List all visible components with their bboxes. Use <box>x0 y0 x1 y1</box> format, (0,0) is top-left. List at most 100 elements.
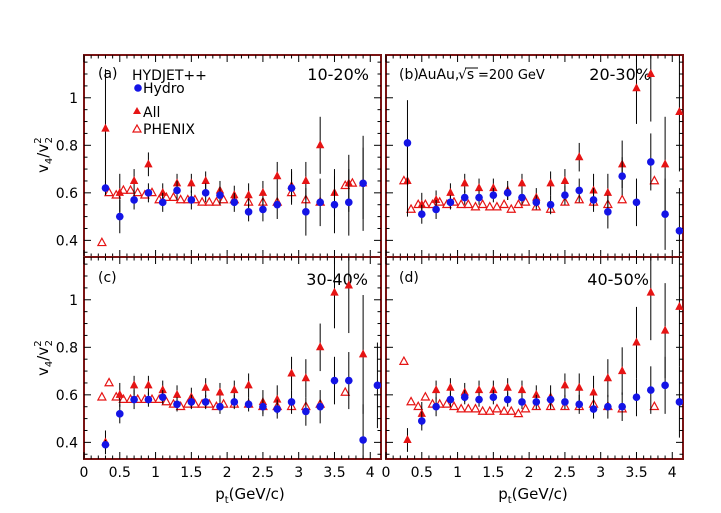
series-all <box>403 257 683 452</box>
data-point-all <box>129 175 139 184</box>
series-phenix <box>398 355 660 418</box>
data-point-hydro <box>561 191 569 200</box>
data-point-all <box>675 301 683 310</box>
x-tick-label: 1 <box>453 465 462 481</box>
y-tick-label: 0.4 <box>56 435 78 451</box>
data-point-phenix <box>649 175 660 185</box>
panel-data <box>398 55 683 257</box>
data-point-phenix <box>470 403 481 413</box>
data-point-hydro <box>661 381 669 390</box>
x-tick-label: 4 <box>366 465 375 481</box>
data-point-phenix <box>161 191 172 201</box>
y-title-sub1: 4 <box>44 158 55 164</box>
data-point-hydro <box>489 191 498 200</box>
data-point-all <box>489 183 498 192</box>
data-point-phenix <box>104 187 115 197</box>
data-point-hydro <box>489 393 498 402</box>
data-point-phenix <box>456 198 467 209</box>
data-point-all <box>632 83 641 92</box>
data-point-hydro <box>575 400 584 409</box>
data-point-all <box>446 382 455 391</box>
data-point-hydro <box>675 398 683 406</box>
x-tick-label: 1 <box>151 465 160 481</box>
y-title-sub1: 4 <box>44 361 55 367</box>
data-point-all <box>287 368 296 377</box>
data-point-hydro <box>417 417 426 425</box>
data-point-all <box>517 178 527 187</box>
data-point-hydro <box>287 398 296 406</box>
data-point-all <box>215 387 225 396</box>
data-point-all <box>474 385 484 394</box>
data-point-hydro <box>273 405 282 413</box>
data-point-all <box>517 385 527 394</box>
panel-centrality: 10-20% <box>307 65 369 84</box>
data-point-all <box>417 199 426 208</box>
data-point-phenix <box>168 191 179 201</box>
data-point-phenix <box>197 196 208 206</box>
data-point-hydro <box>417 210 426 219</box>
data-point-hydro <box>344 376 353 385</box>
y-title-sup: 2 <box>33 137 44 143</box>
data-point-phenix <box>420 391 431 401</box>
x-tick-label: 3.5 <box>625 465 647 481</box>
legend: HYDJET++ Hydro All PHENIX <box>131 68 207 138</box>
data-point-all <box>575 152 584 161</box>
data-point-phenix <box>559 400 570 411</box>
data-point-phenix <box>204 196 215 206</box>
data-point-hydro <box>201 189 210 197</box>
data-point-hydro <box>589 405 598 413</box>
data-point-phenix <box>520 403 531 413</box>
x-title-unit: (GeV/c) <box>229 485 285 503</box>
data-point-hydro <box>373 381 381 390</box>
collision-system-label: AuAu, √s =200 GeV <box>418 67 545 83</box>
x-tick-label: 3.5 <box>323 465 345 481</box>
data-point-all <box>201 382 210 391</box>
data-point-hydro <box>173 400 181 409</box>
data-point-phenix <box>218 194 229 204</box>
data-point-phenix <box>96 391 107 401</box>
y-title-div: /v <box>34 144 52 158</box>
x-tick-label: 2 <box>525 465 534 481</box>
data-point-all <box>646 287 655 296</box>
panel-data <box>96 257 381 459</box>
data-point-all <box>301 373 311 382</box>
panels: 0.40.60.81(a) 10-20% (b) 20-30%0.40.60.810 0… <box>56 54 684 481</box>
data-point-phenix <box>340 386 351 396</box>
data-point-phenix <box>545 400 556 411</box>
data-point-all <box>201 175 210 184</box>
data-point-hydro <box>475 193 483 202</box>
data-point-hydro <box>230 198 239 207</box>
x-tick-label: 2.5 <box>554 465 576 481</box>
data-point-phenix <box>513 408 524 418</box>
data-point-phenix <box>574 194 585 204</box>
panel-data <box>398 257 683 452</box>
data-point-hydro <box>144 189 153 197</box>
data-point-phenix <box>499 405 510 415</box>
data-point-all <box>560 175 570 184</box>
data-point-phenix <box>491 403 502 413</box>
data-point-hydro <box>518 193 526 202</box>
data-point-phenix <box>125 184 136 194</box>
x-title-unit: (GeV/c) <box>512 485 568 503</box>
y-tick-label: 0.6 <box>56 186 78 202</box>
data-point-all <box>129 380 139 389</box>
y-tick-label: 1 <box>69 91 78 107</box>
x-title-sub: t <box>508 495 512 506</box>
data-point-all <box>660 159 670 168</box>
legend-model-name: HYDJET++ <box>132 68 207 84</box>
x-title-sub: t <box>225 495 229 506</box>
data-point-hydro <box>187 398 196 406</box>
y-axis-title-top: v4/v22 <box>33 137 55 173</box>
svg-text:v4/v22: v4/v22 <box>33 137 55 173</box>
data-point-phenix <box>463 403 474 413</box>
x-tick-label: 0 <box>382 465 391 481</box>
y-title-div: /v <box>34 347 52 361</box>
panel-label: (b) <box>399 67 419 83</box>
data-point-hydro <box>158 393 167 402</box>
data-point-all <box>258 187 268 196</box>
data-point-all <box>503 382 512 391</box>
data-point-all <box>460 178 469 187</box>
collision-energy-symbol: √s <box>458 67 474 83</box>
x-title-p: p <box>215 485 225 503</box>
data-point-all <box>330 287 339 296</box>
